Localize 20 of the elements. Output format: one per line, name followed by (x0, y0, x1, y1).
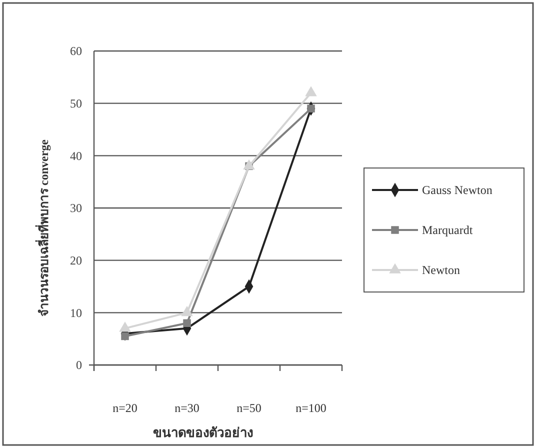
y-tick-label: 50 (70, 96, 82, 111)
x-axis-title: ขนาดของตัวอย่าง (153, 425, 253, 440)
point (305, 86, 317, 96)
y-tick-label: 10 (70, 306, 82, 320)
legend-label: Gauss Newton (422, 183, 492, 198)
point (121, 332, 129, 340)
y-tick-label: 20 (70, 254, 82, 268)
y-tick-label: 60 (70, 44, 82, 58)
x-tick-label: n=20 (112, 401, 138, 415)
legend-label: Newton (422, 263, 460, 278)
x-tick-label: n=30 (174, 401, 200, 415)
point (183, 319, 191, 328)
y-tick-label: 40 (70, 148, 82, 163)
y-axis-title: จำนวนรอบเฉลี่ยที่พบการ converge (35, 138, 51, 316)
point (243, 159, 255, 170)
y-tick-label: 30 (70, 201, 82, 216)
x-tick-label: n=100 (296, 401, 326, 415)
legend-label: Marquardt (422, 223, 474, 238)
y-tick-label: 0 (76, 358, 82, 372)
x-tick-label: n=50 (236, 401, 262, 415)
